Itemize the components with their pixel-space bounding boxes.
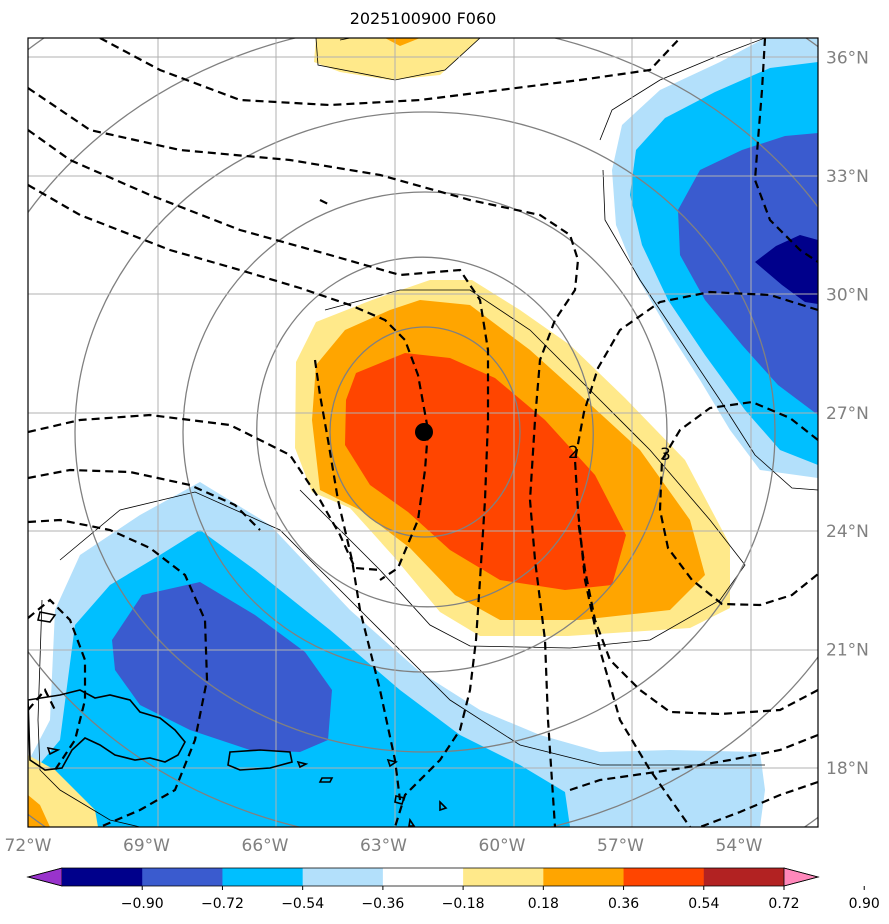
island-2 xyxy=(394,795,406,805)
colorbar-label: 0.36 xyxy=(608,896,639,912)
colorbar-swatch xyxy=(142,868,223,886)
contour-label-2: 2 xyxy=(568,443,579,463)
island-5 xyxy=(296,760,309,769)
colorbar-swatch xyxy=(62,868,143,886)
negative-fill-ne-core xyxy=(755,235,818,304)
y-tick-label: 24°N xyxy=(826,522,869,542)
gridlines xyxy=(28,38,818,827)
x-axis-ticks: 72°W 69°W 66°W 63°W 60°W 57°W 54°W xyxy=(5,836,763,856)
colorbar: −0.90 −0.72 −0.54 −0.36 −0.18 0.18 0.36 0.54 0.7… xyxy=(26,867,880,912)
colorbar-label: 0.72 xyxy=(768,896,799,912)
colorbar-label: −0.72 xyxy=(201,896,244,912)
y-tick-label: 36°N xyxy=(826,49,869,69)
x-tick-label: 54°W xyxy=(716,836,763,856)
colorbar-swatch xyxy=(382,868,464,886)
colorbar-label: −0.36 xyxy=(361,896,404,912)
island-6 xyxy=(386,758,398,768)
colorbar-swatch xyxy=(543,868,625,886)
dashed-contours xyxy=(28,38,818,827)
map-frame xyxy=(27,37,819,828)
island-1 xyxy=(318,777,334,783)
positive-fill-top-core xyxy=(385,38,420,46)
hispaniola-cuba-coast xyxy=(28,689,186,771)
colorbar-swatch xyxy=(623,868,705,886)
positive-fill-sw-corner xyxy=(28,755,98,827)
colorbar-extend-min xyxy=(26,867,63,887)
negative-fill-ne-dark xyxy=(678,133,818,415)
colorbar-swatch xyxy=(222,868,304,886)
colorbar-extend-max xyxy=(783,867,820,887)
y-tick-label: 30°N xyxy=(826,285,869,305)
coastlines xyxy=(28,611,448,827)
colorbar-label: −0.90 xyxy=(121,896,164,912)
island-4 xyxy=(439,800,448,812)
y-tick-label: 33°N xyxy=(826,167,869,187)
contour-label-3: 3 xyxy=(660,445,671,465)
x-tick-label: 72°W xyxy=(5,836,52,856)
colorbar-swatch xyxy=(302,868,384,886)
positive-fill-top xyxy=(314,38,480,80)
negative-fill-sw-dark xyxy=(112,582,332,752)
x-tick-label: 60°W xyxy=(479,836,526,856)
colorbar-label: −0.54 xyxy=(281,896,324,912)
colorbar-swatch xyxy=(463,868,544,886)
storm-center-marker xyxy=(415,423,433,441)
y-tick-label: 18°N xyxy=(826,759,869,779)
y-axis-ticks: 18°N 21°N 24°N 27°N 30°N 33°N 36°N xyxy=(826,49,869,779)
puerto-rico-coast xyxy=(227,749,293,771)
y-tick-label: 27°N xyxy=(826,404,869,424)
chart-title: 2025100900 F060 xyxy=(349,9,497,28)
colorbar-label: 0.18 xyxy=(528,896,559,912)
x-tick-label: 66°W xyxy=(242,836,289,856)
x-tick-label: 69°W xyxy=(123,836,170,856)
colorbar-swatch xyxy=(703,868,785,886)
y-tick-label: 21°N xyxy=(826,640,869,660)
island-8 xyxy=(37,611,57,623)
colorbar-label: −0.18 xyxy=(442,896,485,912)
x-tick-label: 63°W xyxy=(360,836,407,856)
x-tick-label: 57°W xyxy=(597,836,644,856)
colorbar-label: 0.90 xyxy=(849,896,880,912)
colorbar-label: 0.54 xyxy=(688,896,719,912)
colorbar-outline xyxy=(26,867,820,887)
island-3 xyxy=(408,817,416,827)
island-7 xyxy=(46,746,61,756)
